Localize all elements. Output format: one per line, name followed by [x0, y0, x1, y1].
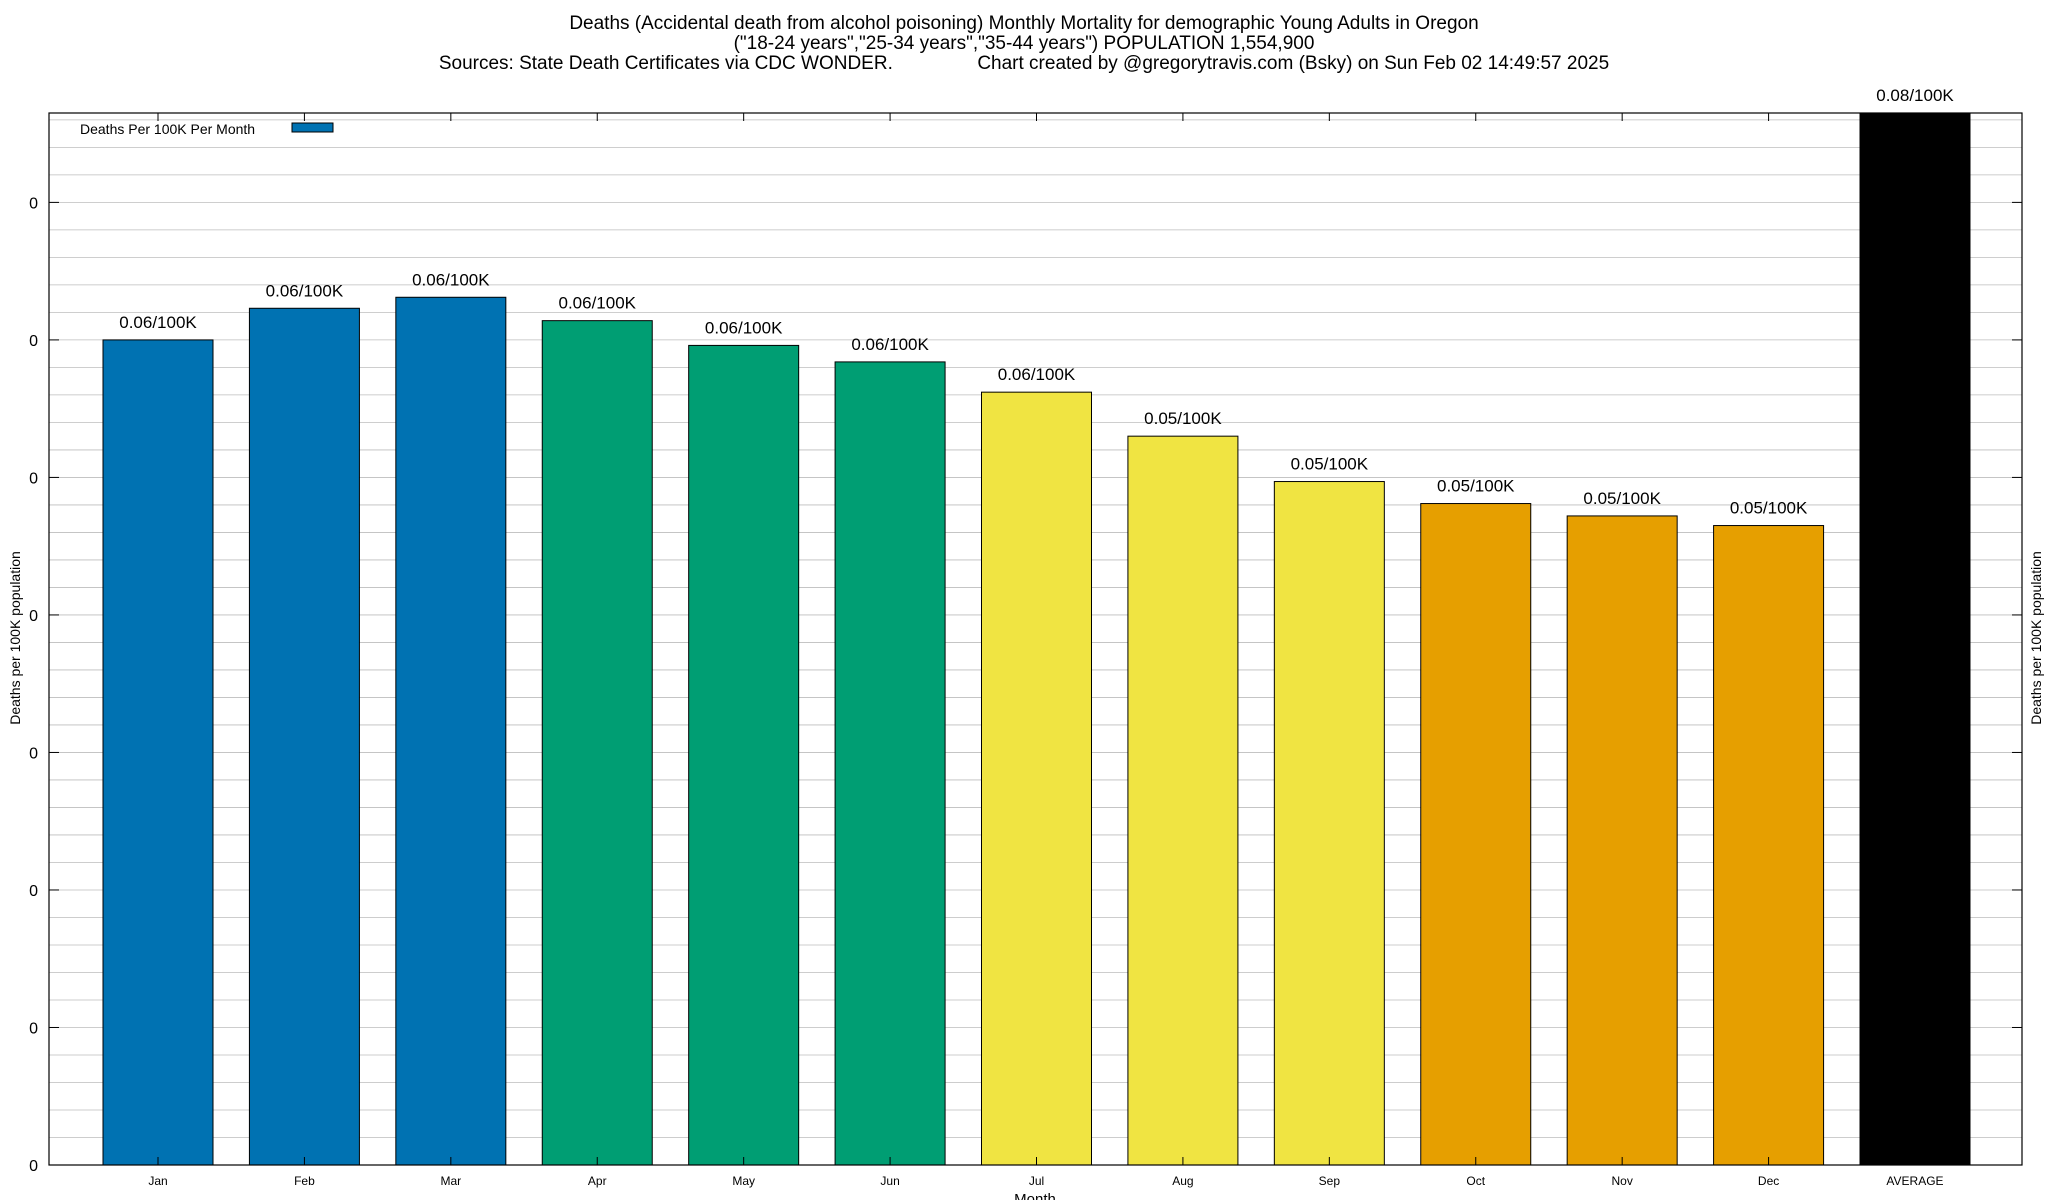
bar-nov	[1566, 515, 1678, 1166]
value-label-jul: 0.06/100K	[998, 365, 1076, 384]
bar-oct	[1420, 503, 1532, 1166]
x-tick-label-sep: Sep	[1319, 1174, 1341, 1188]
bar-sep	[1273, 481, 1385, 1166]
value-label-mar: 0.06/100K	[412, 270, 490, 289]
x-tick-label-aug: Aug	[1172, 1174, 1193, 1188]
value-label-apr: 0.06/100K	[558, 294, 636, 313]
value-label-dec: 0.05/100K	[1730, 499, 1808, 518]
y-tick-label: 0	[29, 1020, 38, 1037]
x-tick-label-mar: Mar	[440, 1174, 461, 1188]
y-axis-label-right: Deaths per 100K population	[2028, 551, 2044, 725]
plot-frame	[48, 112, 2023, 1166]
y-tick-label: 0	[29, 745, 38, 762]
x-tick-label-jan: Jan	[148, 1174, 167, 1188]
bars	[102, 112, 1971, 1166]
bar-jun	[834, 361, 946, 1166]
x-tick-label-dec: Dec	[1758, 1174, 1779, 1188]
x-tick-label-oct: Oct	[1466, 1174, 1485, 1188]
bar-jan	[102, 339, 214, 1166]
x-tick-label-average: AVERAGE	[1886, 1174, 1943, 1188]
y-tick-label: 0	[29, 470, 38, 487]
legend: Deaths Per 100K Per Month	[80, 121, 334, 137]
y-tick-label: 0	[29, 883, 38, 900]
x-tick-label-jul: Jul	[1029, 1174, 1044, 1188]
value-label-oct: 0.05/100K	[1437, 477, 1515, 496]
chart-title-line-3: Sources: State Death Certificates via CD…	[438, 53, 1610, 74]
y-axis-label-left: Deaths per 100K population	[7, 551, 23, 725]
value-label-feb: 0.06/100K	[266, 281, 344, 300]
value-label-jan: 0.06/100K	[119, 313, 197, 332]
bar-feb	[248, 307, 360, 1166]
y-tick-label: 0	[29, 608, 38, 625]
value-label-nov: 0.05/100K	[1583, 489, 1661, 508]
x-tick-label-may: May	[732, 1174, 755, 1188]
bar-apr	[541, 320, 653, 1166]
legend-label: Deaths Per 100K Per Month	[80, 121, 255, 137]
axis-ticks: Jan Feb Mar Apr May Jun Jul Aug Sep Oct Nov Dec AVER…	[29, 113, 2022, 1188]
x-axis-label: Month	[1014, 1191, 1056, 1200]
y-tick-label: 0	[29, 333, 38, 350]
chart-title-line-2: ("18-24 years","25-34 years","35-44 year…	[733, 33, 1315, 54]
chart-title-line-1: Deaths (Accidental death from alcohol po…	[569, 13, 1479, 34]
bar-may	[688, 344, 800, 1166]
legend-swatch	[291, 122, 334, 133]
bar-dec	[1713, 525, 1825, 1166]
value-label-may: 0.06/100K	[705, 318, 783, 337]
y-tick-label: 0	[29, 195, 38, 212]
x-tick-label-apr: Apr	[588, 1174, 607, 1188]
bar-jul	[981, 391, 1092, 1166]
value-labels: 0.06/100K 0.06/100K 0.06/100K 0.06/100K 0.06…	[119, 86, 1954, 518]
y-tick-label: 0	[29, 1158, 38, 1175]
bar-mar	[395, 296, 507, 1166]
bar-average	[1859, 112, 1971, 1166]
value-label-sep: 0.05/100K	[1291, 455, 1369, 474]
value-label-aug: 0.05/100K	[1144, 409, 1222, 428]
value-label-jun: 0.06/100K	[851, 335, 929, 354]
x-tick-label-jun: Jun	[880, 1174, 899, 1188]
bar-aug	[1127, 435, 1239, 1166]
x-tick-label-feb: Feb	[294, 1174, 315, 1188]
x-tick-label-nov: Nov	[1611, 1174, 1632, 1188]
value-label-average: 0.08/100K	[1876, 86, 1954, 105]
